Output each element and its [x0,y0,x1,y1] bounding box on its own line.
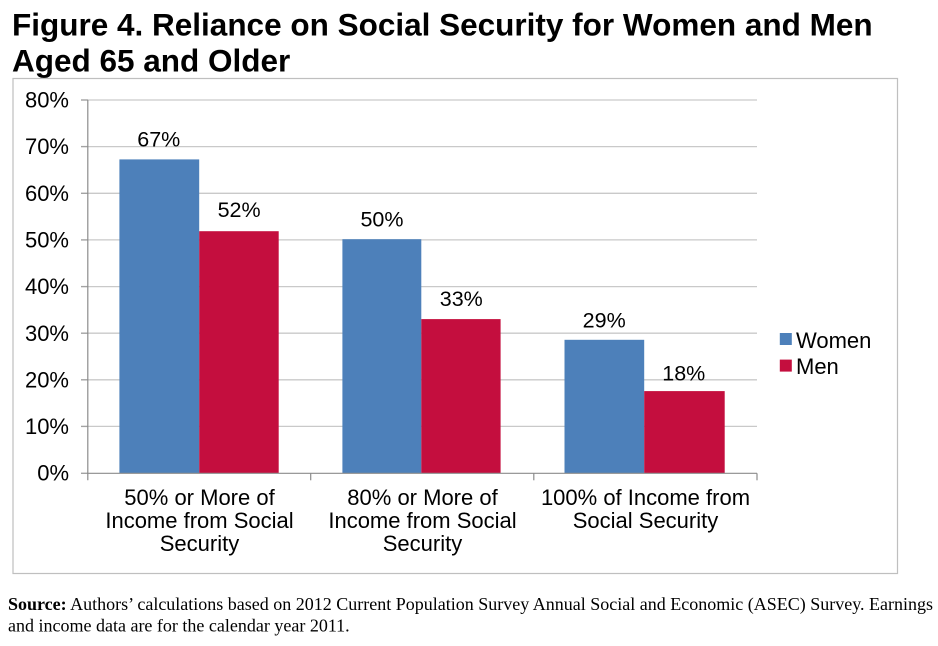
svg-text:Security: Security [160,531,239,556]
svg-text:52%: 52% [218,198,261,222]
svg-text:80% or More of: 80% or More of [347,485,498,510]
svg-text:67%: 67% [137,127,180,151]
svg-text:40%: 40% [25,274,69,299]
svg-text:Figure 4. Reliance on Social S: Figure 4. Reliance on Social Security fo… [12,6,873,42]
svg-text:30%: 30% [25,321,69,346]
svg-text:29%: 29% [583,309,626,333]
svg-text:10%: 10% [25,414,69,439]
svg-text:50% or More of: 50% or More of [124,485,275,510]
svg-text:20%: 20% [25,367,69,392]
svg-text:33%: 33% [440,287,483,311]
svg-text:Aged 65 and Older: Aged 65 and Older [12,43,290,79]
svg-text:Men: Men [796,354,839,379]
svg-text:Social Security: Social Security [573,508,719,533]
svg-text:100% of Income from: 100% of Income from [541,485,750,510]
svg-text:Women: Women [796,328,871,353]
svg-text:Income from Social: Income from Social [105,508,293,533]
svg-text:Source: Authors’ calculations: Source: Authors’ calculations based on 2… [8,594,933,615]
svg-text:80%: 80% [25,88,69,113]
svg-text:0%: 0% [37,461,69,486]
svg-text:Income from Social: Income from Social [328,508,516,533]
svg-text:18%: 18% [662,361,705,385]
svg-text:70%: 70% [25,134,69,159]
svg-text:Security: Security [383,531,462,556]
svg-text:50%: 50% [360,208,403,232]
svg-text:and income data are for the ca: and income data are for the calendar yea… [8,616,350,636]
svg-text:60%: 60% [25,181,69,206]
svg-text:50%: 50% [25,228,69,253]
